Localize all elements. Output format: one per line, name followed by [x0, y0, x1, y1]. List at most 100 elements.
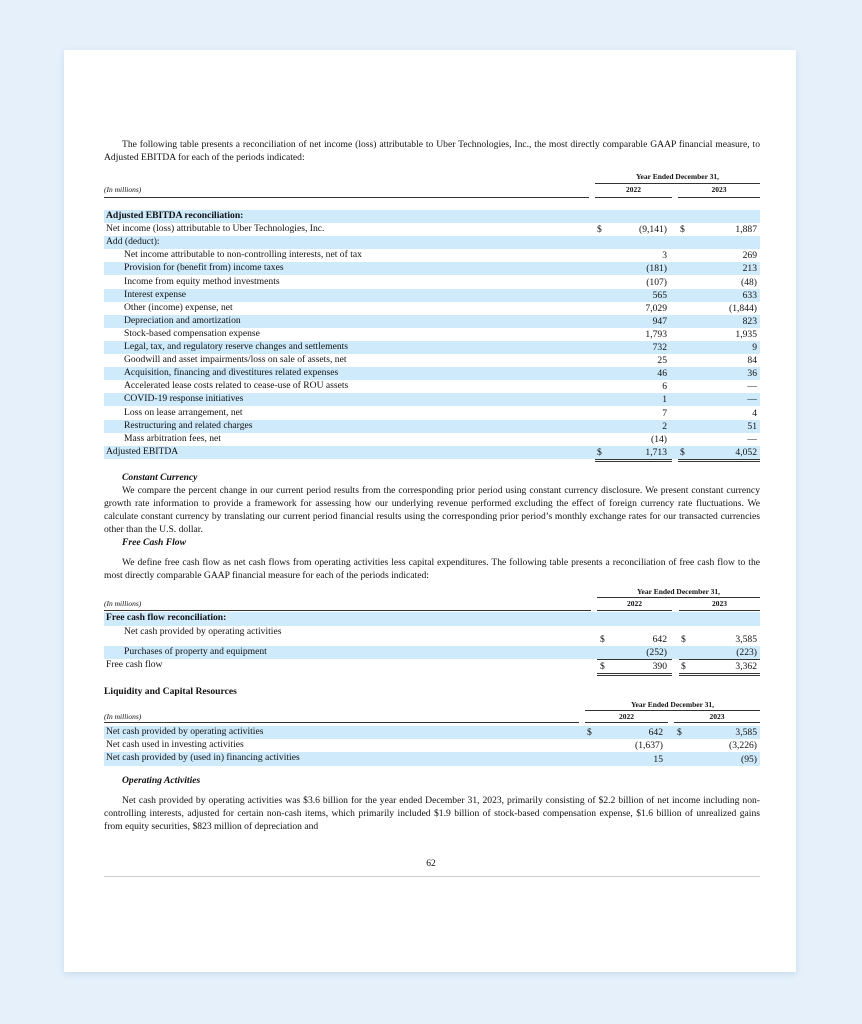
value-2022: 25 — [657, 355, 667, 367]
value-2022: 642 — [648, 727, 663, 739]
value-2023: 3,585 — [735, 727, 757, 739]
year-2023-header: 2023 — [711, 185, 727, 194]
year-2023-header: 2023 — [712, 599, 727, 608]
period-header: Year Ended December 31, — [635, 172, 720, 181]
year-2022-rule — [585, 722, 668, 723]
value-2023: — — [747, 381, 757, 393]
liquidity-heading: Liquidity and Capital Resources — [104, 686, 237, 697]
value-2023: 51 — [747, 420, 757, 432]
dollar-sign-2023: $ — [681, 633, 686, 645]
free-cash-flow-paragraph: We define free cash flow as net cash flo… — [104, 557, 760, 581]
value-2022: (9,141) — [639, 224, 667, 236]
table-row: Restructuring and related charges 2 51 — [104, 419, 760, 433]
value-2022: 947 — [652, 315, 667, 327]
page-number: 62 — [426, 858, 436, 869]
value-2022: (107) — [646, 276, 667, 288]
value-2022: 46 — [657, 368, 667, 380]
row-label: Net income (loss) attributable to Uber T… — [106, 223, 325, 235]
table-row: Goodwill and asset impairments/loss on s… — [104, 354, 760, 367]
free-cash-flow-heading: Free Cash Flow — [122, 537, 186, 548]
label-column-rule — [104, 197, 589, 198]
constant-currency-heading: Constant Currency — [122, 472, 198, 483]
table-row: Net income (loss) attributable to Uber T… — [104, 223, 760, 236]
row-label: Purchases of property and equipment — [124, 645, 267, 657]
footer-rule — [104, 876, 760, 877]
value-2023: (48) — [741, 276, 757, 288]
total-rule-2022 — [597, 672, 672, 676]
row-label: Add (deduct): — [106, 236, 160, 248]
period-header: Year Ended December 31, — [630, 700, 715, 709]
row-label: Goodwill and asset impairments/loss on s… — [124, 354, 347, 366]
dollar-sign-2023: $ — [677, 727, 682, 739]
table-row: Loss on lease arrangement, net 7 4 — [104, 407, 760, 420]
document-page — [64, 50, 796, 972]
year-2022-header: 2022 — [619, 712, 634, 721]
value-2022: (1,637) — [635, 740, 663, 752]
row-label: Depreciation and amortization — [124, 314, 241, 326]
value-2023: 36 — [747, 368, 757, 380]
units-label: (In millions) — [104, 185, 142, 194]
total-rule-2023 — [679, 672, 760, 676]
year-2022-rule — [595, 197, 672, 198]
year-2023-rule — [679, 610, 760, 611]
table-row: Net income attributable to non-controlli… — [104, 249, 760, 262]
table-row: Income from equity method investments (10… — [104, 276, 760, 289]
value-2022: 2 — [662, 420, 667, 432]
table-row: Other (income) expense, net 7,029 (1,844) — [104, 302, 760, 315]
value-2022: 15 — [653, 753, 663, 765]
label-column-rule — [104, 610, 591, 611]
value-2023: — — [747, 394, 757, 406]
period-header: Year Ended December 31, — [636, 587, 721, 596]
row-label: Legal, tax, and regulatory reserve chang… — [124, 341, 349, 352]
value-2022: (181) — [646, 263, 667, 275]
table-row: Mass arbitration fees, net (14) — — [104, 433, 760, 447]
value-2022: 1 — [662, 394, 667, 406]
value-2023: (1,844) — [729, 302, 757, 314]
row-label: COVID-19 response initiatives — [124, 393, 244, 405]
table-row: Interest expense 565 633 — [104, 288, 760, 302]
row-label: Income from equity method investments — [124, 275, 280, 287]
value-2023: 269 — [742, 250, 757, 262]
year-2023-rule — [678, 197, 760, 198]
table-row: Free cash flow $390 $3,362 — [104, 659, 760, 676]
value-2022: 1,713 — [645, 446, 667, 458]
value-2022: 565 — [652, 289, 667, 301]
constant-currency-paragraph: We compare the percent change in our cur… — [104, 485, 760, 535]
year-2022-rule — [597, 610, 672, 611]
table-row: Net cash provided by (used in) financing… — [104, 752, 760, 766]
value-2023: 823 — [742, 315, 757, 327]
value-2023: 213 — [742, 263, 757, 275]
value-2023: 1,887 — [735, 224, 757, 236]
total-rule-2023 — [679, 659, 760, 660]
row-label: Acquisition, financing and divestitures … — [124, 367, 339, 379]
dollar-sign-2023: $ — [680, 224, 685, 236]
row-label: Other (income) expense, net — [124, 301, 233, 313]
row-label: Free cash flow — [106, 659, 163, 670]
total-rule-2022 — [597, 659, 672, 660]
table-row: Provision for (benefit from) income taxe… — [104, 262, 760, 276]
year-2022-header: 2022 — [626, 185, 641, 194]
row-label: Net cash provided by (used in) financing… — [106, 752, 300, 764]
value-2022: 7 — [662, 407, 667, 419]
total-rule-2022 — [595, 458, 672, 462]
period-header-rule — [595, 183, 760, 184]
table-row: Adjusted EBITDA $1,713 $4,052 — [104, 445, 760, 462]
value-2022: 732 — [652, 342, 667, 354]
value-2022: (252) — [646, 647, 667, 658]
value-2023: 4 — [752, 407, 757, 419]
dollar-sign-2022: $ — [600, 633, 605, 645]
value-2022: 7,029 — [645, 302, 667, 314]
row-label: Adjusted EBITDA — [106, 445, 179, 457]
period-header-rule — [597, 597, 760, 598]
dollar-sign-2023: $ — [681, 660, 686, 672]
value-2023: 1,935 — [735, 328, 757, 340]
value-2023: 633 — [742, 289, 757, 301]
value-2022: 6 — [662, 381, 667, 393]
row-label: Stock-based compensation expense — [124, 327, 260, 339]
value-2023: (223) — [736, 647, 757, 658]
dollar-sign-2022: $ — [587, 727, 592, 739]
table-row: Depreciation and amortization 947 823 — [104, 314, 760, 328]
value-2023: 3,585 — [735, 633, 757, 645]
dollar-sign-2022: $ — [597, 446, 602, 458]
table-row: Net cash provided by operating activitie… — [104, 626, 760, 646]
